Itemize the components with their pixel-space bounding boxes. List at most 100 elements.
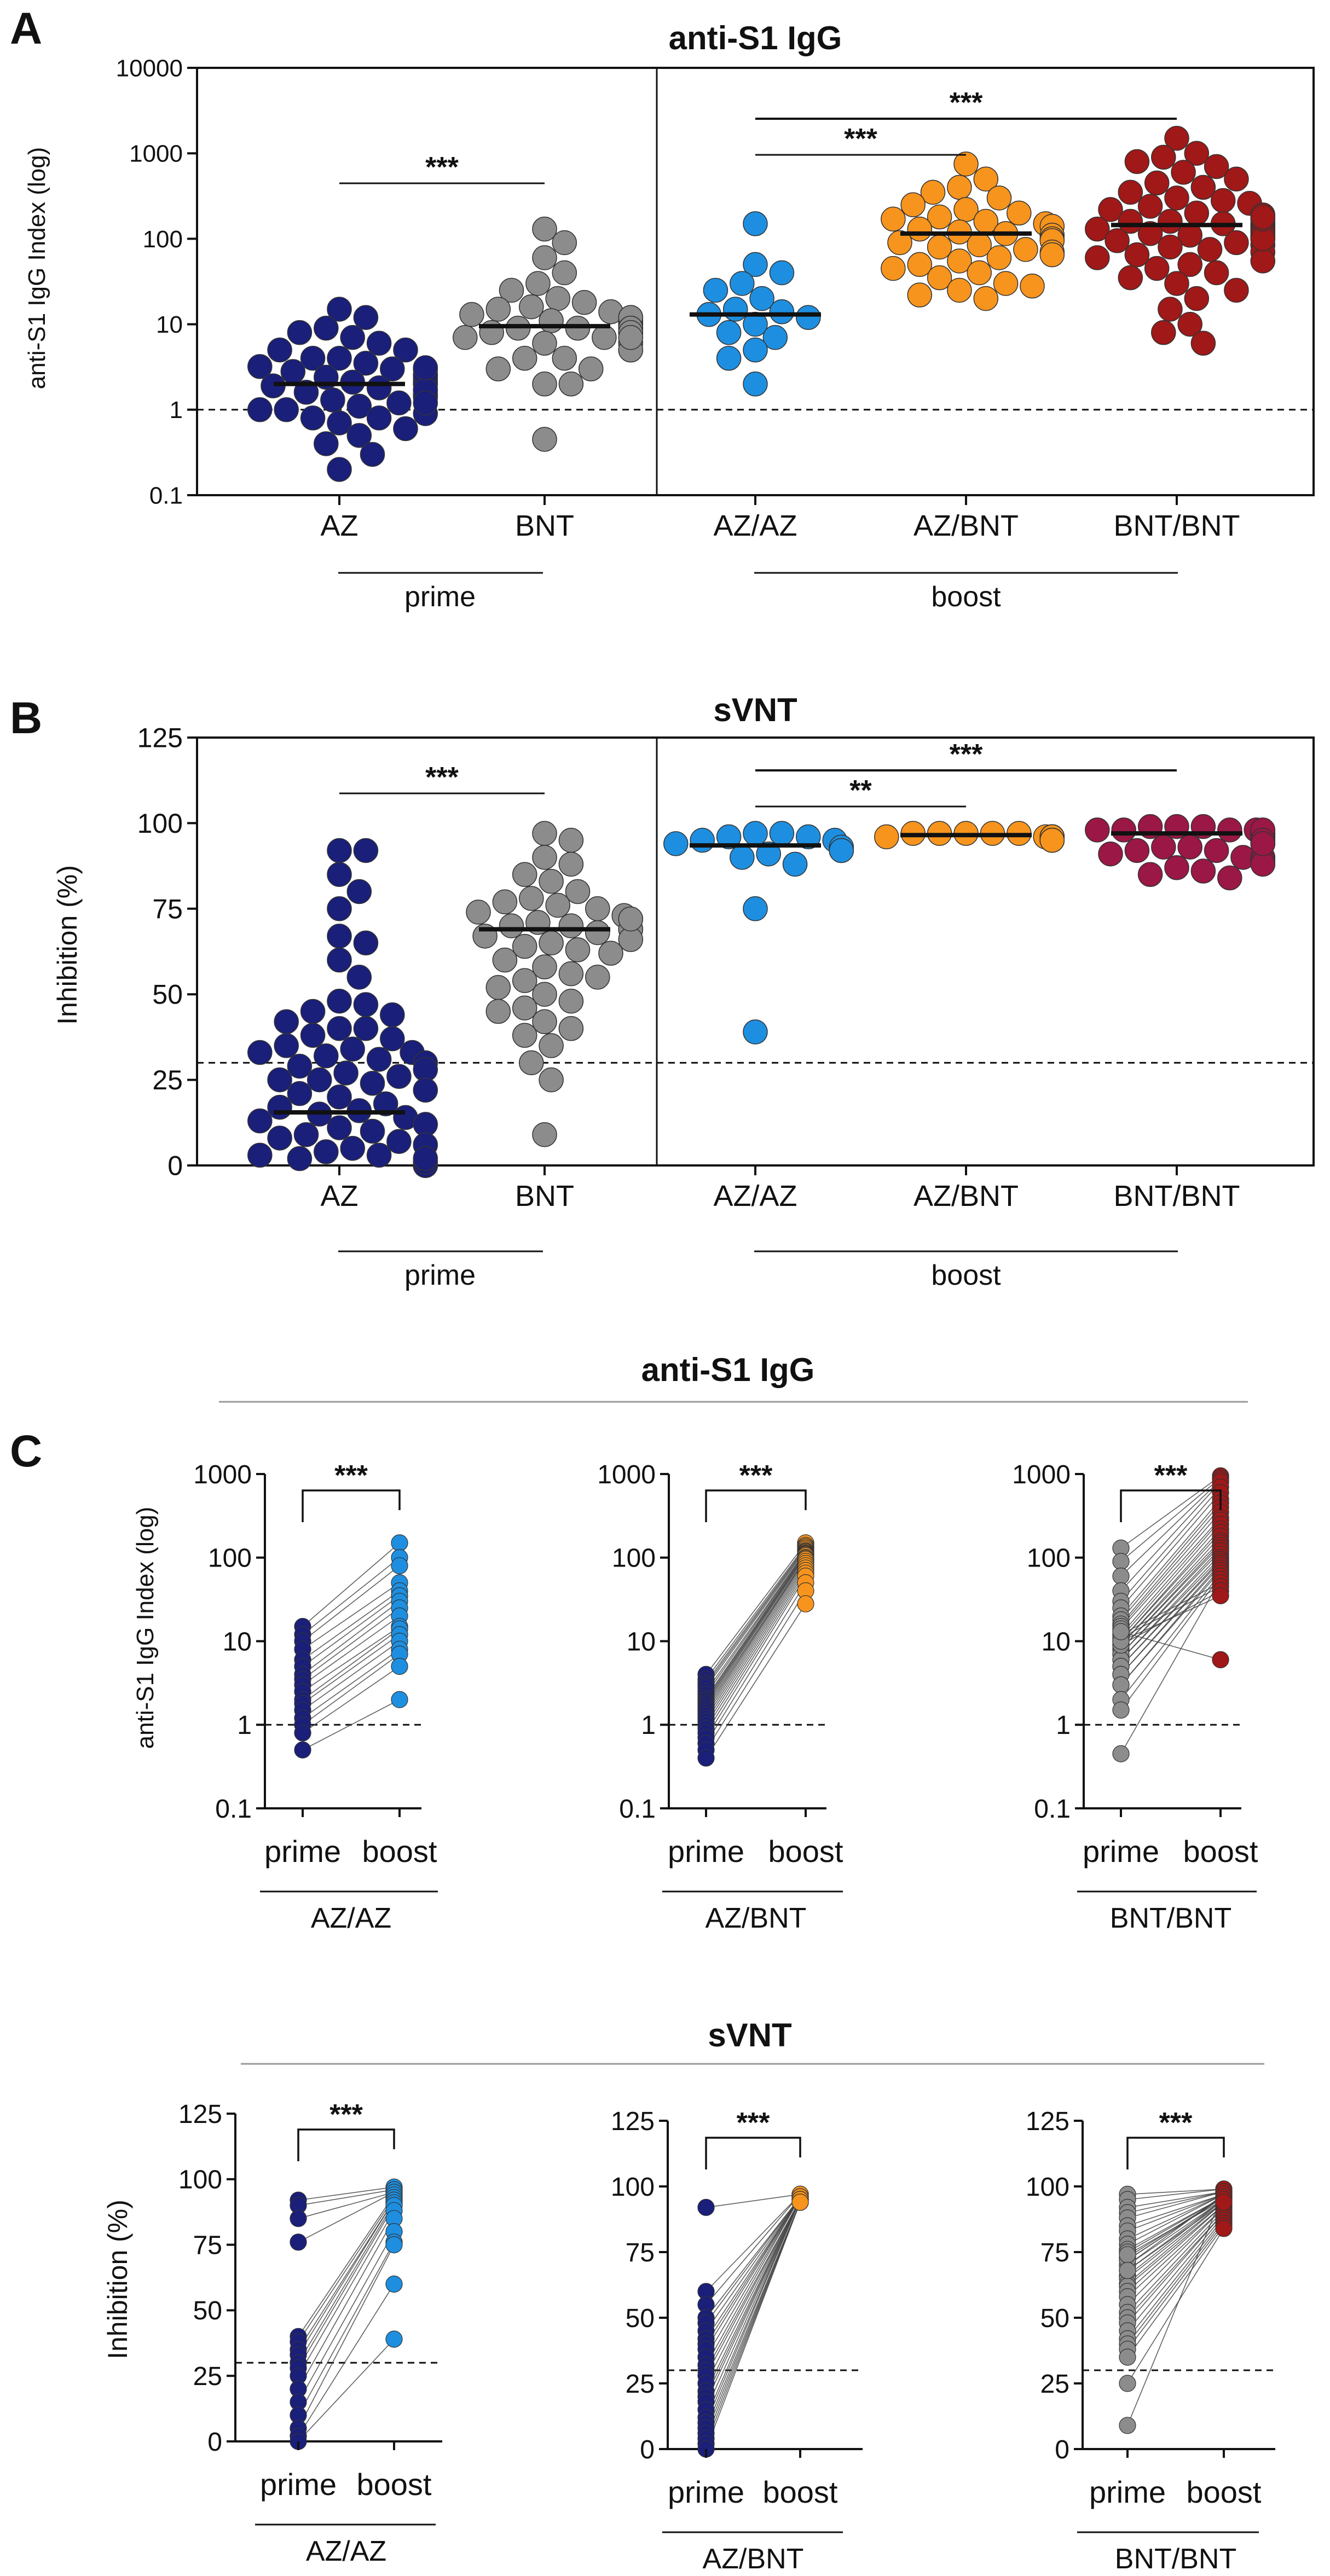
panel-b-group-prime-label: prime [404,1260,476,1291]
point-bnt [519,294,544,320]
point-az [247,1108,273,1134]
point-boost [791,2194,809,2211]
pair-line [706,2199,801,2423]
point-az [373,1091,398,1117]
point-boost [391,1557,408,1575]
pair-line [1127,2207,1224,2297]
point-bnt [532,330,557,356]
point-az [274,397,299,422]
pair-line [1127,2199,1224,2276]
pair-line [302,1582,400,1650]
pair-line [1127,2191,1224,2426]
panel-a-ytick-label: 0.1 [149,482,183,509]
point-az [314,1043,339,1069]
point-bnt [552,260,577,286]
panel-b-ytick-label: 125 [137,723,183,753]
point-az [287,1146,313,1171]
c-svnt-bntbnt-ytick-label: 50 [1040,2304,1069,2333]
point-bnt-bnt [1137,221,1163,246]
point-bnt-bnt [1250,831,1276,856]
point-az [360,1118,385,1144]
c-svnt-azbnt-xtick-label: prime [668,2475,744,2509]
point-az [380,1002,405,1028]
point-az-bnt [927,204,952,230]
pair-line [1120,1595,1221,1642]
panel-label-c: C [10,1426,42,1476]
point-bnt [532,245,557,270]
panel-b-xtick-label: AZ/AZ [713,1180,797,1212]
point-az-bnt [927,234,952,260]
point-bnt-bnt [1118,265,1143,291]
pair-line [1120,1499,1221,1617]
point-bnt-bnt [1164,271,1189,296]
pair-line [1120,1586,1221,1638]
pair-line [706,2194,801,2292]
c-svnt-azaz-group-label: AZ/AZ [306,2536,386,2567]
point-boost [385,2330,403,2348]
pair-line [706,2196,801,2339]
pair-line [298,2284,395,2436]
point-bnt [485,297,511,322]
pair-line [1127,2189,1224,2200]
panel-a-ytick-label: 10 [156,311,183,338]
pair-line [706,1582,806,1744]
pair-line [706,1570,806,1729]
point-az [327,297,352,322]
pair-line [706,1553,806,1702]
point-bnt [592,325,617,350]
c-igg-azbnt-ytick-label: 1 [641,1711,656,1740]
pair-line [706,1559,806,1713]
panel-a-ylabel: anti-S1 IgG Index (log) [24,147,50,390]
panel-a-ytick-label: 100 [143,226,183,253]
point-bnt [485,356,511,382]
pair-line [706,1542,806,1675]
panel-a-group-prime-label: prime [404,581,476,613]
point-bnt-bnt [1151,144,1176,170]
point-bnt [525,271,551,296]
pair-line [706,1546,806,1683]
point-bnt [499,913,524,938]
point-az [346,965,372,990]
c-igg-azaz-ytick-label: 1000 [193,1460,252,1489]
pair-line [1120,1502,1221,1621]
panel-c-igg-ylabel: anti-S1 IgG Index (log) [132,1507,159,1749]
c-igg-bntbnt-significance-bracket [1120,1489,1222,1522]
point-bnt-bnt [1158,208,1183,234]
point-bnt [552,230,577,256]
pair-line [302,1600,400,1675]
point-bnt [539,930,564,956]
point-bnt [532,1009,557,1034]
c-igg-azaz-ytick-label: 1 [237,1711,252,1740]
c-igg-bntbnt-significance-label: *** [1154,1460,1188,1492]
panel-b-xtick-label: AZ/BNT [913,1180,1019,1212]
c-igg-azaz-xtick-label: boost [362,1834,437,1869]
point-bnt-bnt [1111,817,1136,843]
point-az [247,354,273,379]
pair-line [302,1666,400,1733]
point-az-bnt [874,824,899,850]
pair-line [706,1568,806,1725]
point-az-bnt [1007,200,1032,226]
point-az-az [743,337,768,363]
point-az-bnt [947,248,972,274]
point-az [314,315,339,341]
panel-a-xtick-label: AZ [320,509,358,542]
pair-line [1127,2223,1224,2350]
point-az [386,1064,412,1089]
c-igg-azbnt-xtick-label: boost [768,1834,843,1869]
c-svnt-azbnt-ytick-label: 25 [626,2370,655,2399]
pair-line [298,2231,395,2403]
point-az [327,862,352,887]
pair-line [706,2199,801,2402]
pair-line [706,1561,806,1716]
panel-a-xtick-label: AZ/AZ [713,509,797,542]
point-az-az [663,831,689,856]
pair-line [706,1551,806,1695]
point-az-az [730,271,755,296]
panel-c-igg-azaz: 0.1 1 10 100 1000 prime boost AZ/AZ *** [193,1460,438,1934]
point-az-bnt [900,192,926,217]
panel-a-ytick-label: 10000 [116,55,183,82]
panel-a-xtick-label: BNT/BNT [1113,509,1240,542]
c-igg-azbnt-ytick-label: 0.1 [619,1795,656,1824]
point-az [353,992,379,1017]
